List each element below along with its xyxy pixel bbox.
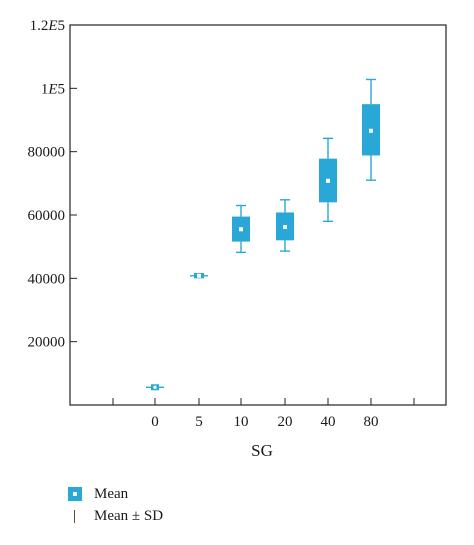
x-tick-label: 5 [195,414,203,430]
box-group [276,199,294,252]
plot-border [69,24,447,406]
legend: Mean Mean ± SD [66,483,163,527]
sd-line-icon [68,509,82,523]
x-axis: 0 5 10 20 40 80 [112,398,415,430]
mean-marker [239,227,243,232]
box-group [362,78,380,181]
x-tick-label: 0 [151,414,159,430]
box-group [319,137,337,223]
y-tick-label: 80000 [28,145,66,161]
x-tick-label: 20 [278,414,293,430]
y-tick-label: 60000 [28,208,66,224]
y-axis: 20000 40000 60000 80000 1E5 1.2E5 [28,18,77,351]
mean-marker [326,178,330,183]
mean-marker [153,385,157,389]
plot-frame [69,24,447,406]
box-group [146,384,164,391]
mean-swatch-icon [68,487,82,501]
x-axis-label: SG [251,441,273,460]
legend-item-mean: Mean [66,483,163,505]
mean-marker [283,225,287,230]
y-tick-label: 1E5 [41,81,65,97]
mean-marker [369,128,373,133]
x-tick-label: 40 [321,414,336,430]
x-tick-label: 10 [234,414,249,430]
box-group [232,204,250,254]
y-tick-label: 1.2E5 [30,18,65,34]
mean-marker [197,273,201,278]
legend-label-mean: Mean [94,485,129,502]
y-tick-label: 20000 [28,335,66,351]
y-tick-label: 40000 [28,271,66,287]
legend-label-sd: Mean ± SD [94,507,164,524]
legend-item-sd: Mean ± SD [66,505,163,527]
x-tick-label: 80 [364,414,379,430]
boxes [146,78,380,391]
box-group [190,272,208,279]
